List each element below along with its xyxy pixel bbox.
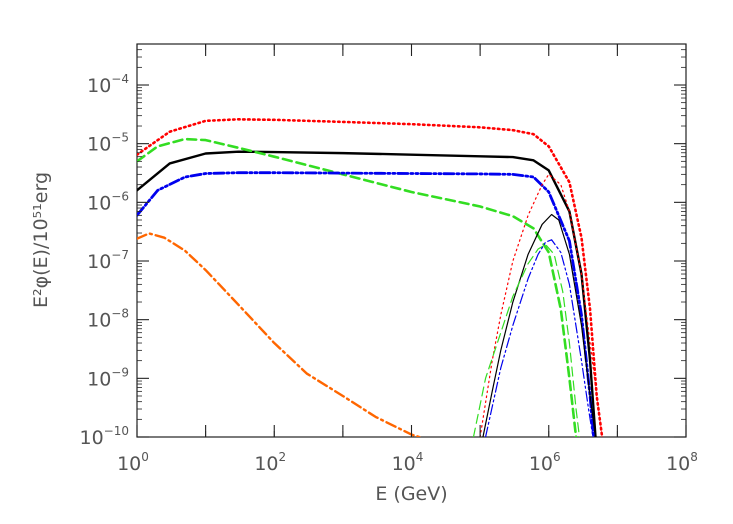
y-tick-label: 10−10 [79,424,129,449]
series-line-7 [482,213,597,437]
x-axis-title: E (GeV) [375,483,447,505]
y-tick-label: 10−9 [87,365,129,390]
x-tick-label: 106 [529,450,561,475]
y-tick-label: 10−5 [87,131,129,156]
series-line-9 [484,239,594,437]
tick-layer: 100 102 104 106 108 10−10 10−9 10−8 10−7 10−6 10−5… [79,43,698,475]
series-line-3 [137,137,578,437]
x-tick-label: 104 [392,450,424,475]
series-line-5 [137,232,421,437]
plot-frame [136,43,687,438]
y-tick-label: 10−8 [87,307,129,332]
series-line-2 [137,150,597,437]
series-line-6 [479,173,603,437]
y-axis-title: E²φ(E)/10⁵¹erg [30,172,52,308]
y-tick-label: 10−7 [87,248,129,273]
series-line-1 [137,118,604,437]
x-tick-label: 102 [254,450,286,475]
y-tick-label: 10−4 [87,72,129,97]
series-layer [137,118,604,437]
series-line-4 [137,171,595,437]
y-tick-label: 10−6 [87,189,129,214]
series-line-8 [472,244,581,437]
x-tick-label: 108 [666,450,698,475]
x-tick-label: 100 [117,450,149,475]
